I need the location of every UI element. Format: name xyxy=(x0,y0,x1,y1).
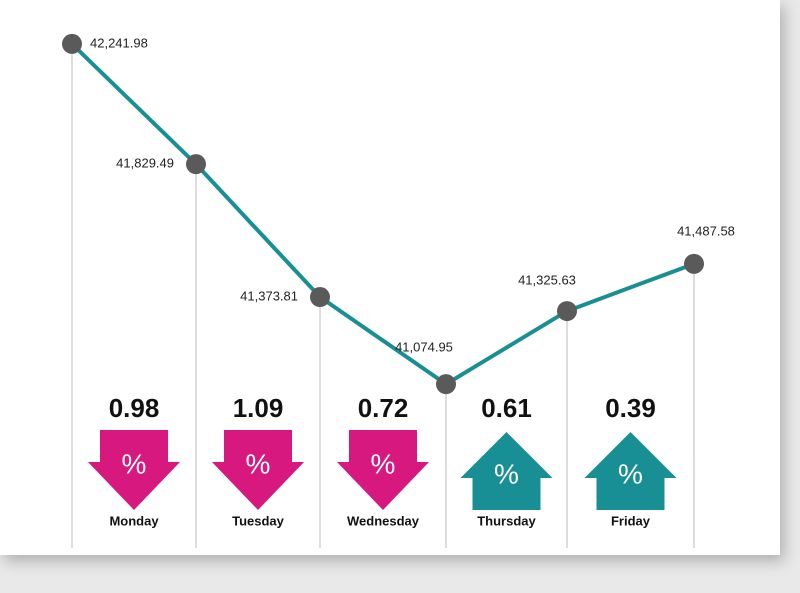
change-value: 1.09 xyxy=(233,393,284,423)
change-arrow xyxy=(88,430,180,510)
change-arrow xyxy=(212,430,304,510)
point-label: 42,241.98 xyxy=(90,35,148,50)
point-label: 41,325.63 xyxy=(518,273,576,288)
day-label: Tuesday xyxy=(232,513,285,528)
change-value: 0.98 xyxy=(109,393,160,423)
price-line xyxy=(70,42,695,387)
point-label: 41,829.49 xyxy=(116,156,174,171)
change-value: 0.61 xyxy=(481,393,532,423)
percent-sign: % xyxy=(618,458,643,489)
percent-sign: % xyxy=(494,458,519,489)
day-label: Monday xyxy=(109,513,159,528)
percent-sign: % xyxy=(246,448,271,479)
change-arrow xyxy=(460,432,553,510)
percent-sign: % xyxy=(122,448,147,479)
percent-sign: % xyxy=(371,448,396,479)
change-arrow xyxy=(584,432,677,510)
day-label: Friday xyxy=(611,513,651,528)
point-label: 41,373.81 xyxy=(240,288,298,303)
point xyxy=(186,154,206,175)
point-label: 41,487.58 xyxy=(677,223,735,238)
point xyxy=(557,301,577,322)
change-value: 0.39 xyxy=(605,393,656,423)
point xyxy=(62,33,82,54)
day-label: Wednesday xyxy=(347,513,420,528)
day-label: Thursday xyxy=(477,513,536,528)
point-label: 41,074.95 xyxy=(395,340,453,355)
point xyxy=(436,374,456,395)
point xyxy=(310,287,330,308)
change-value: 0.72 xyxy=(358,393,409,423)
point xyxy=(684,253,704,274)
change-arrow xyxy=(337,430,429,510)
